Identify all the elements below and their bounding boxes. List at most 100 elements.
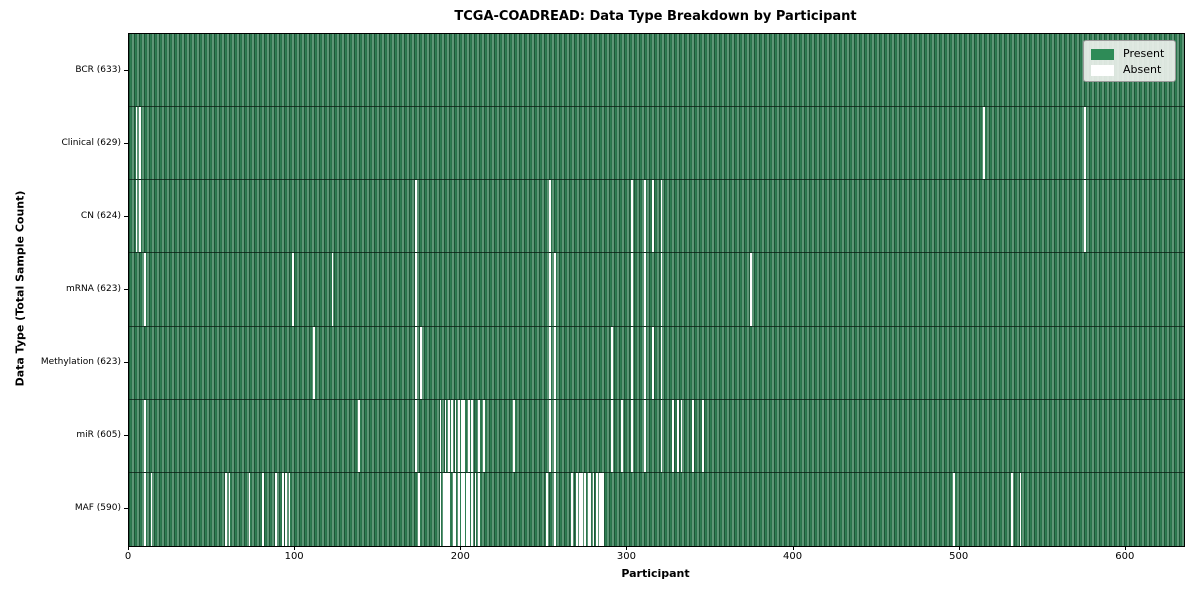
ytick-mark (124, 362, 128, 364)
absent-mark (554, 399, 557, 472)
xtick-mark (792, 546, 794, 550)
legend-absent-label: Absent (1123, 63, 1162, 76)
ytick-label-mRNA: mRNA (623) (66, 284, 121, 294)
absent-mark (549, 180, 552, 253)
xtick-mark (294, 546, 296, 550)
absent-mark (471, 472, 474, 546)
absent-mark (143, 253, 146, 326)
ytick-mark (124, 508, 128, 510)
absent-mark (446, 472, 449, 546)
absent-mark (138, 180, 141, 253)
xtick-label-400: 400 (783, 551, 803, 562)
absent-mark (451, 399, 454, 472)
absent-mark (584, 472, 587, 546)
absent-mark (953, 472, 955, 546)
ytick-mark (124, 142, 128, 144)
absent-mark (462, 472, 465, 546)
ytick-label-Clinical: Clinical (629) (61, 137, 121, 148)
xtick-mark (958, 546, 960, 550)
xtick-label-100: 100 (284, 551, 304, 562)
ytick-mark (124, 215, 128, 217)
absent-mark (595, 472, 598, 546)
absent-mark (610, 326, 613, 399)
absent-mark (652, 180, 655, 253)
absent-mark (444, 472, 447, 546)
absent-mark (549, 253, 552, 326)
absent-mark (414, 253, 417, 326)
absent-mark (644, 399, 646, 472)
absent-mark (467, 399, 470, 472)
absent-mark (549, 326, 552, 399)
absent-mark (457, 472, 460, 546)
row-Methylation (129, 326, 1184, 400)
legend-entry-absent: Absent (1091, 62, 1168, 78)
ytick-mark (124, 69, 128, 71)
absent-mark (471, 399, 474, 472)
xtick-label-300: 300 (616, 551, 636, 562)
row-MAF (129, 472, 1184, 546)
absent-mark (644, 180, 646, 253)
absent-mark (457, 399, 460, 472)
absent-mark (620, 399, 623, 472)
absent-mark (644, 326, 646, 399)
absent-mark (418, 472, 420, 546)
ytick-label-Methylation: Methylation (623) (40, 357, 121, 368)
absent-mark (447, 472, 450, 546)
legend: Present Absent (1083, 40, 1176, 82)
absent-mark (630, 399, 633, 472)
absent-mark (512, 399, 515, 472)
ytick-mark (124, 435, 128, 437)
absent-mark (261, 472, 264, 546)
absent-mark (461, 399, 464, 472)
absent-mark (660, 180, 663, 253)
absent-mark (138, 107, 141, 180)
absent-mark (660, 326, 663, 399)
plot-area (128, 33, 1185, 547)
absent-mark (579, 472, 582, 546)
absent-mark (439, 472, 442, 546)
x-axis-label: Participant (621, 567, 690, 580)
row-CN (129, 180, 1184, 254)
absent-mark (702, 399, 704, 472)
absent-mark (602, 472, 605, 546)
absent-mark (452, 472, 455, 546)
absent-mark (454, 399, 457, 472)
absent-mark (143, 472, 146, 546)
absent-mark (554, 326, 557, 399)
ytick-label-BCR: BCR (633) (75, 64, 121, 75)
absent-mark (600, 472, 603, 546)
absent-mark (358, 399, 361, 472)
absent-mark (462, 399, 465, 472)
absent-mark (313, 326, 316, 399)
absent-mark (135, 107, 138, 180)
absent-mark (549, 399, 552, 472)
absent-mark (228, 472, 231, 546)
absent-mark (630, 180, 633, 253)
absent-mark (288, 472, 291, 546)
absent-mark (570, 472, 573, 546)
absent-mark (672, 399, 675, 472)
absent-mark (587, 472, 590, 546)
xtick-mark (128, 546, 129, 550)
absent-mark (580, 472, 583, 546)
absent-mark (477, 399, 480, 472)
absent-mark (461, 472, 464, 546)
xtick-label-0: 0 (124, 551, 132, 562)
absent-mark (474, 472, 477, 546)
legend-entry-present: Present (1091, 46, 1168, 62)
absent-mark (467, 472, 470, 546)
row-mRNA (129, 253, 1184, 327)
absent-mark (419, 326, 422, 399)
absent-mark (589, 472, 591, 546)
absent-mark (285, 472, 287, 546)
present-swatch-icon (1091, 48, 1114, 60)
chart-title: TCGA-COADREAD: Data Type Breakdown by Pa… (454, 9, 857, 24)
absent-mark (692, 399, 695, 472)
xtick-label-500: 500 (949, 551, 969, 562)
row-miR (129, 399, 1184, 473)
row-Clinical (129, 107, 1184, 181)
absent-mark (630, 326, 633, 399)
absent-mark (1019, 472, 1022, 546)
xtick-mark (1124, 546, 1126, 550)
